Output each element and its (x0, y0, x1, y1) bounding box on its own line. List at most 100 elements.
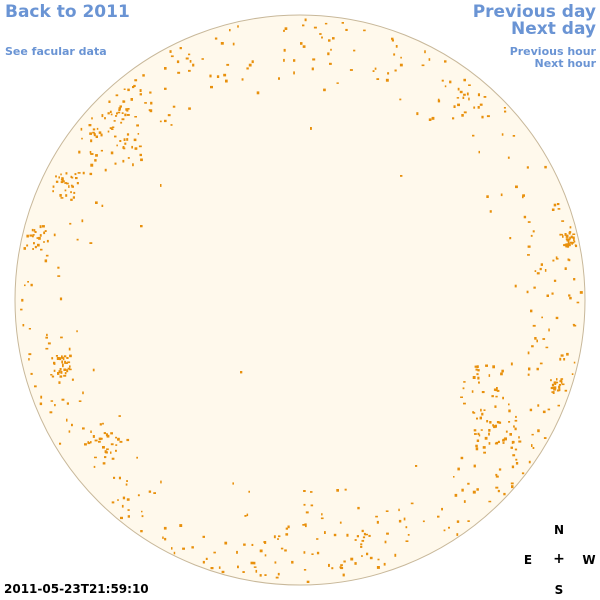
facula-speck (64, 360, 67, 364)
facula-speck (130, 98, 133, 101)
facula-speck (32, 235, 34, 238)
facula-speck (398, 508, 400, 512)
facula-speck (140, 158, 143, 162)
facula-speck (246, 67, 249, 70)
facula-speck (153, 492, 156, 494)
facula-speck (81, 219, 84, 223)
next-day-link[interactable]: Next day (511, 19, 596, 39)
facula-speck (560, 354, 564, 357)
facula-speck (366, 552, 369, 556)
facula-speck (150, 101, 153, 105)
back-to-year-link[interactable]: Back to 2011 (5, 2, 130, 22)
facula-speck (117, 111, 121, 114)
facula-speck (543, 437, 547, 439)
facula-speck (21, 298, 24, 302)
facula-speck (202, 535, 205, 538)
facula-speck (554, 383, 557, 385)
facula-speck (508, 409, 511, 413)
facula-speck (244, 515, 247, 517)
facula-speck (60, 179, 64, 181)
facula-speck (515, 458, 518, 461)
facula-speck (248, 490, 250, 493)
facula-speck (115, 115, 118, 117)
facula-speck (463, 93, 466, 96)
facula-speck (560, 380, 563, 384)
facula-speck (22, 324, 25, 327)
facula-speck (71, 378, 74, 381)
facula-speck (477, 93, 480, 97)
facula-speck (263, 541, 266, 543)
facula-speck (104, 450, 107, 453)
facula-speck (368, 534, 371, 537)
facula-speck (560, 378, 564, 380)
facula-speck (457, 467, 460, 471)
facula-speck (303, 569, 307, 571)
facula-speck (189, 60, 192, 63)
facula-speck (484, 436, 488, 440)
facula-speck (559, 357, 562, 361)
facula-speck (570, 241, 573, 244)
facula-speck (61, 398, 65, 401)
facula-speck (544, 269, 547, 272)
facula-speck (375, 515, 378, 518)
facula-speck (47, 342, 51, 345)
facula-speck (489, 210, 492, 213)
facula-speck (90, 139, 93, 143)
facula-speck (508, 403, 510, 406)
facula-speck (177, 71, 181, 74)
facula-speck (139, 89, 142, 92)
facula-speck (514, 419, 518, 422)
previous-day-link[interactable]: Previous day (472, 2, 596, 22)
facula-speck (500, 372, 503, 376)
facula-speck (66, 357, 69, 359)
facula-speck (573, 240, 576, 243)
facula-speck (164, 87, 167, 90)
facula-speck (133, 84, 136, 87)
facula-speck (44, 230, 47, 232)
facula-speck (111, 501, 115, 504)
facula-speck (361, 529, 364, 533)
facula-speck (514, 427, 517, 431)
facula-speck (443, 529, 446, 532)
facula-speck (62, 180, 65, 182)
see-facular-data-link[interactable]: See facular data (5, 45, 107, 58)
facula-speck (502, 396, 504, 400)
facula-speck (131, 145, 133, 149)
facula-speck (167, 114, 171, 117)
facula-speck (63, 374, 67, 377)
facula-speck (468, 97, 470, 101)
faculae-layer (20, 18, 583, 583)
facula-speck (503, 492, 506, 496)
facula-speck (115, 449, 117, 452)
facula-speck (55, 180, 59, 183)
facula-speck (26, 234, 29, 238)
facula-speck (188, 107, 191, 110)
facula-speck (104, 117, 106, 120)
facula-speck (360, 546, 363, 548)
facula-speck (253, 561, 256, 565)
facula-speck (134, 116, 137, 118)
facula-speck (78, 400, 82, 402)
facula-speck (544, 165, 547, 169)
facula-speck (149, 109, 153, 113)
facula-speck (122, 159, 125, 163)
next-hour-link[interactable]: Next hour (534, 57, 597, 70)
facula-speck (331, 567, 334, 570)
facula-speck (106, 434, 110, 438)
facula-speck (58, 381, 61, 384)
facula-speck (53, 369, 56, 372)
facula-speck (477, 376, 480, 380)
facula-speck (159, 120, 162, 123)
previous-hour-link[interactable]: Previous hour (509, 45, 596, 58)
facula-speck (551, 208, 555, 211)
facula-speck (500, 193, 503, 197)
facula-speck (340, 564, 343, 567)
facula-speck (559, 380, 563, 383)
facula-speck (116, 144, 118, 147)
facula-speck (20, 308, 23, 311)
facula-speck (405, 540, 409, 542)
facula-speck (493, 425, 496, 429)
facula-speck (82, 391, 84, 395)
facula-speck (284, 549, 287, 552)
facula-speck (332, 37, 335, 40)
